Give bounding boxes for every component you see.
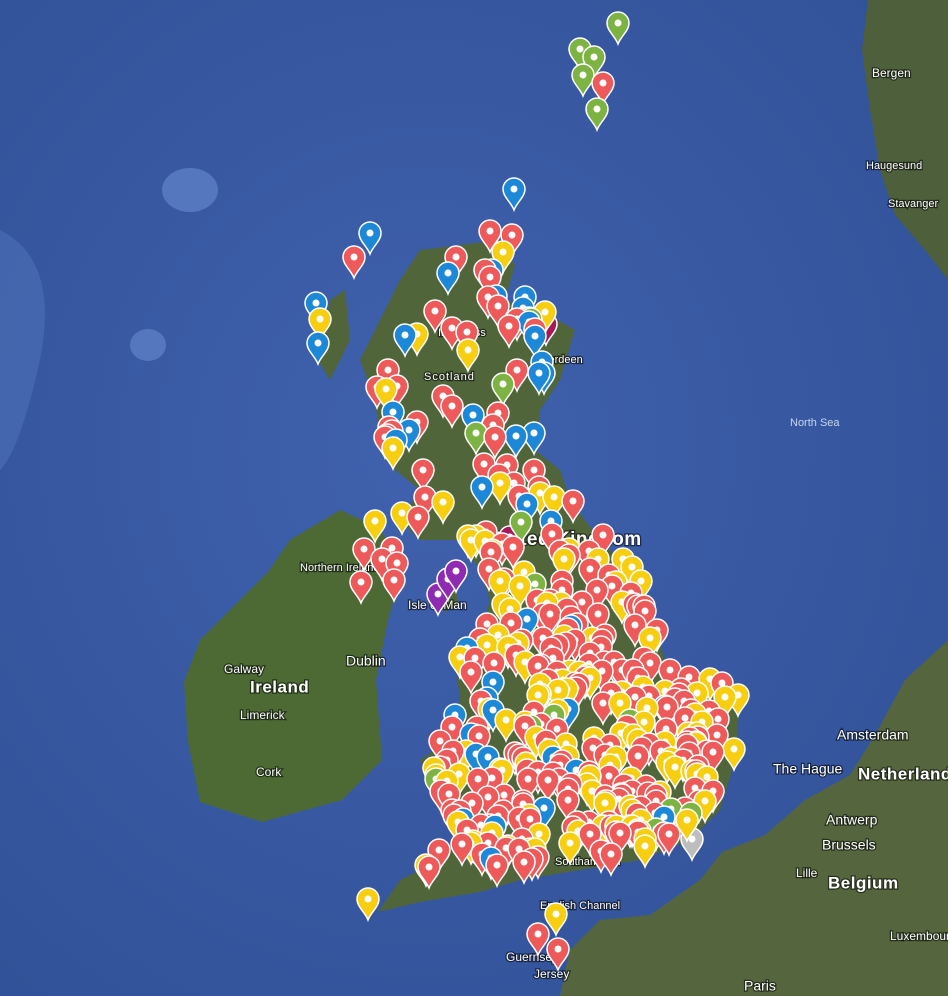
map-pin[interactable] [491, 372, 515, 408]
map-pin[interactable] [501, 535, 525, 571]
map-pin[interactable] [482, 651, 506, 687]
map-pin[interactable] [502, 177, 526, 213]
map-pin[interactable] [606, 11, 630, 47]
seamount [162, 168, 218, 212]
map-pin[interactable] [382, 568, 406, 604]
place-label: Luxembourg [890, 929, 948, 943]
map-pin[interactable] [358, 221, 382, 257]
map-pin[interactable] [599, 842, 623, 878]
place-label: Haugesund [866, 160, 922, 172]
map-pin[interactable] [440, 394, 464, 430]
country-label: Netherlands [858, 764, 948, 783]
land-hebrides [318, 290, 350, 380]
map-pin[interactable] [663, 755, 687, 791]
map-pin[interactable] [456, 338, 480, 374]
map-pin[interactable] [485, 853, 509, 889]
map-pin[interactable] [552, 547, 576, 583]
map-pin[interactable] [571, 63, 595, 99]
map-pin[interactable] [363, 509, 387, 545]
map-pin[interactable] [633, 834, 657, 870]
map-pin[interactable] [591, 691, 615, 727]
land-norway [862, 0, 948, 280]
map-pin[interactable] [459, 660, 483, 696]
map-pin[interactable] [488, 569, 512, 605]
shelf [0, 230, 45, 470]
country-label: Ireland [250, 677, 309, 696]
place-label: Stavanger [888, 198, 938, 210]
seamount [130, 329, 166, 361]
map-pin[interactable] [657, 822, 681, 858]
map-pin[interactable] [478, 219, 502, 255]
map-pin[interactable] [497, 314, 521, 350]
map-pin[interactable] [417, 855, 441, 891]
map-pin[interactable] [436, 261, 460, 297]
place-label: Guernsey [506, 950, 558, 964]
map-pin[interactable] [356, 887, 380, 923]
place-label: Bergen [872, 66, 911, 80]
map-pin[interactable] [450, 832, 474, 868]
map-pin[interactable] [381, 436, 405, 472]
place-label: Antwerp [826, 812, 878, 828]
map-pin[interactable] [509, 510, 533, 546]
map-pin[interactable] [722, 737, 746, 773]
map-pin[interactable] [586, 602, 610, 638]
map-pin[interactable] [591, 71, 615, 107]
map-pin[interactable] [516, 767, 540, 803]
land-continent [560, 640, 948, 996]
map-pin[interactable] [561, 489, 585, 525]
map-pin[interactable] [526, 922, 550, 958]
map-pin[interactable] [374, 377, 398, 413]
map-pin[interactable] [542, 485, 566, 521]
map-pin[interactable] [342, 245, 366, 281]
map-pin[interactable] [504, 424, 528, 460]
map-pin[interactable] [523, 324, 547, 360]
place-label: The Hague [773, 761, 842, 777]
map-pin[interactable] [406, 505, 430, 541]
map-pin[interactable] [536, 768, 560, 804]
place-label: Limerick [240, 708, 286, 722]
map-pin[interactable] [538, 602, 562, 638]
map-pin[interactable] [558, 831, 582, 867]
map-pin[interactable] [411, 458, 435, 494]
country-label: Belgium [828, 873, 899, 892]
map-pin[interactable] [546, 937, 570, 973]
map-pin[interactable] [455, 320, 479, 356]
map-pin[interactable] [349, 570, 373, 606]
map-pin[interactable] [626, 744, 650, 780]
place-label: Amsterdam [837, 727, 909, 743]
map-pin[interactable] [585, 97, 609, 133]
pins [304, 11, 750, 973]
map-pin[interactable] [483, 425, 507, 461]
place-label: Dublin [346, 653, 386, 669]
sea-label: North Sea [790, 417, 840, 429]
map-pin[interactable] [544, 902, 568, 938]
land-ireland [184, 510, 402, 822]
map-pin[interactable] [444, 559, 468, 595]
place-label: Cork [256, 765, 282, 779]
map-pin[interactable] [486, 294, 510, 330]
map-pin[interactable] [512, 850, 536, 886]
map-pin[interactable] [393, 323, 417, 359]
place-label: Lille [796, 866, 818, 880]
map-pin[interactable] [431, 490, 455, 526]
map-pin[interactable] [306, 331, 330, 367]
map-pin[interactable] [470, 475, 494, 511]
place-label: Jersey [534, 967, 569, 981]
place-label: Brussels [822, 837, 876, 853]
map-pin[interactable] [423, 299, 447, 335]
map-pin[interactable] [608, 821, 632, 857]
map-pin[interactable] [556, 788, 580, 824]
place-label: Galway [224, 662, 264, 676]
region-label: Scotland [424, 371, 475, 383]
place-label: Paris [744, 978, 776, 994]
map-pin[interactable] [464, 421, 488, 457]
map-pin[interactable] [308, 307, 332, 343]
map-pin[interactable] [527, 361, 551, 397]
